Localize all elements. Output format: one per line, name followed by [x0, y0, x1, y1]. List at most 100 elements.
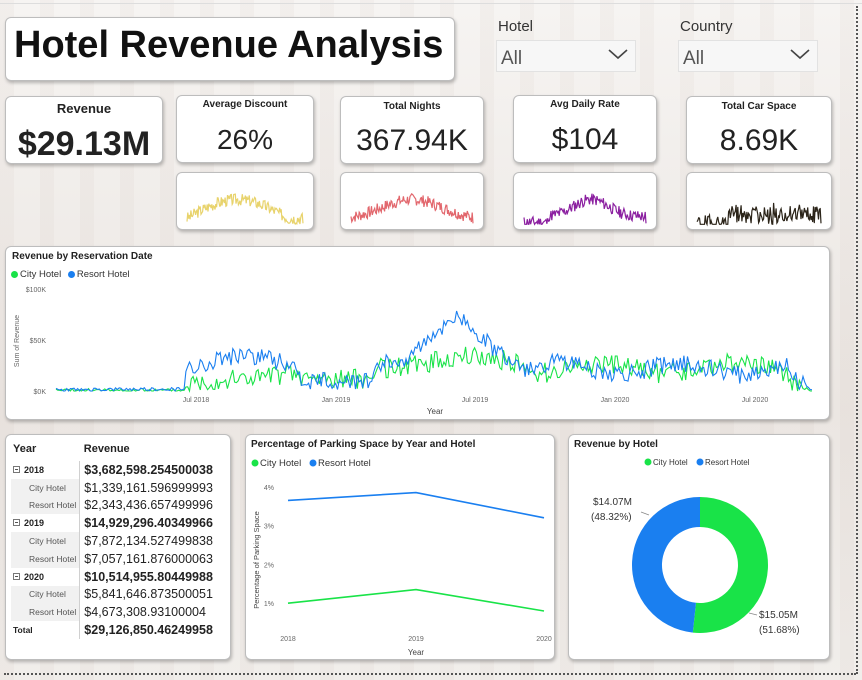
kpi-avg-discount-card[interactable]: Average Discount 26%: [176, 95, 314, 163]
sparkline-total-car-space: [696, 202, 822, 227]
revenue-table[interactable]: Year Revenue 2018 $3,682,598.254500038 Cit…: [5, 434, 231, 660]
table-row: City Hotel $7,872,134.527499838: [11, 532, 217, 550]
row-label: City Hotel: [29, 589, 66, 600]
row-label: 2018: [24, 464, 45, 475]
revenue-matrix: Year Revenue 2018 $3,682,598.254500038 Cit…: [11, 439, 217, 639]
parking-chart-title: Percentage of Parking Space by Year and …: [251, 439, 476, 450]
city-hotel-parking-line: [287, 588, 545, 612]
frame-top-line: [0, 3, 862, 4]
sparkline-avg-discount-card[interactable]: [176, 172, 314, 230]
collapse-icon[interactable]: [13, 519, 20, 527]
y-tick-label: $0K: [34, 389, 47, 396]
hotel-slicer: Hotel All: [488, 14, 646, 78]
legend-series-label[interactable]: Resort Hotel: [318, 458, 371, 469]
legend-category-label[interactable]: City Hotel: [653, 458, 688, 467]
table-row: Resort Hotel $7,057,161.876000063: [11, 549, 217, 568]
resort-hotel-slice[interactable]: [631, 497, 700, 633]
year-group-row[interactable]: 2018 $3,682,598.254500038: [11, 461, 217, 479]
y-tick-label: 3%: [264, 524, 274, 531]
kpi-total-car-space-value: 8.69K: [719, 124, 799, 157]
table-header-revenue[interactable]: Revenue: [83, 443, 130, 455]
sparkline-total-nights: [350, 193, 474, 224]
kpi-revenue-card[interactable]: Revenue $29.13M: [5, 96, 163, 164]
legend-dot-icon: [251, 459, 259, 467]
legend-dot-icon: [67, 270, 75, 278]
kpi-total-nights-card[interactable]: Total Nights 367.94K: [340, 96, 484, 164]
country-slicer-label: Country: [680, 18, 733, 35]
y-tick-label: $50K: [30, 338, 47, 345]
legend-city-hotel-label: City Hotel: [20, 269, 62, 280]
legend-resort-hotel[interactable]: Resort Hotel: [67, 269, 130, 280]
revenue-by-hotel-chart[interactable]: Revenue by Hotel City Hotel Resort Hotel $1…: [568, 434, 830, 660]
row-label: Total: [13, 625, 33, 636]
legend-series-label[interactable]: City Hotel: [260, 458, 301, 469]
y-tick-label: 2%: [264, 562, 274, 569]
row-label-cell[interactable]: 2020: [11, 568, 80, 586]
year-group-row[interactable]: 2019 $14,929,296.40349966: [11, 514, 217, 533]
city-hotel-pct-label: (51.68%): [759, 625, 800, 636]
year-group-row[interactable]: 2020 $10,514,955.80449988: [11, 567, 217, 586]
revenue-value-cell: $1,339,161.596999993: [79, 478, 217, 497]
table-row: Resort Hotel $4,673,308.93100004: [11, 603, 217, 622]
sparkline-total-nights-card[interactable]: [340, 172, 484, 230]
revenue-by-date-chart[interactable]: Revenue by Reservation Date City Hotel R…: [5, 246, 830, 420]
city-hotel-slice[interactable]: [692, 497, 768, 633]
row-label: City Hotel: [29, 536, 66, 547]
x-tick-label: 2019: [408, 636, 424, 643]
kpi-total-car-space-card[interactable]: Total Car Space 8.69K: [686, 96, 832, 164]
x-tick-label: Jan 2019: [322, 397, 351, 404]
total-row: Total $29,126,850.46249958: [11, 621, 217, 639]
row-label-cell: Total: [11, 621, 80, 639]
sparkline-avg-discount: [186, 193, 304, 226]
x-tick-label: Jan 2020: [601, 397, 630, 404]
kpi-avg-daily-rate-card[interactable]: Avg Daily Rate $104: [513, 95, 657, 163]
table-row: City Hotel $5,841,646.873500051: [11, 585, 217, 604]
donut-chart-title: Revenue by Hotel: [574, 439, 658, 450]
sparkline-total-car-space-card[interactable]: [686, 172, 832, 230]
kpi-revenue-value: $29.13M: [17, 125, 151, 163]
y-axis-title: Sum of Revenue: [14, 315, 21, 367]
y-axis-title: Percentage of Parking Space: [252, 511, 261, 609]
row-label-cell[interactable]: 2018: [11, 461, 80, 479]
country-dropdown[interactable]: All: [678, 40, 818, 72]
row-label-cell: Resort Hotel: [11, 603, 80, 622]
hotel-slicer-label: Hotel: [498, 18, 534, 35]
legend-dot-icon: [309, 459, 317, 467]
sparkline-avg-daily-rate-card[interactable]: [513, 172, 657, 230]
leader-line: [748, 612, 758, 616]
collapse-icon[interactable]: [13, 466, 20, 474]
revenue-chart-title: Revenue by Reservation Date: [12, 251, 153, 262]
legend-category-label[interactable]: Resort Hotel: [705, 458, 750, 467]
focus-border-right: [856, 6, 858, 674]
x-tick-label: 2018: [280, 636, 296, 643]
revenue-value-cell: $5,841,646.873500051: [79, 585, 217, 604]
table-header-year[interactable]: Year: [13, 443, 37, 455]
revenue-value-cell: $2,343,436.657499996: [79, 496, 217, 515]
revenue-value-cell: $29,126,850.46249958: [79, 621, 217, 639]
donut-chart-plot: Revenue by Hotel City Hotel Resort Hotel $1…: [574, 439, 800, 636]
sparkline-avg-daily-rate: [523, 193, 647, 226]
row-label-cell: City Hotel: [11, 532, 80, 550]
row-label-cell[interactable]: 2019: [11, 514, 80, 532]
city-hotel-revenue-line: [55, 346, 812, 393]
row-label: City Hotel: [29, 482, 66, 493]
revenue-value-cell: $7,057,161.876000063: [79, 549, 217, 568]
collapse-icon[interactable]: [13, 572, 20, 580]
x-axis-title: Year: [427, 407, 444, 416]
resort-hotel-pct-label: (48.32%): [591, 512, 632, 523]
y-tick-label: 1%: [264, 601, 274, 608]
legend-city-hotel[interactable]: City Hotel: [11, 269, 61, 280]
hotel-dropdown[interactable]: All: [496, 40, 636, 72]
hotel-dropdown-value: All: [501, 48, 523, 69]
kpi-avg-discount-label: Average Discount: [202, 99, 288, 110]
dashboard-title: Hotel Revenue Analysis: [14, 24, 444, 66]
country-dropdown-value: All: [683, 48, 705, 69]
country-slicer: Country All: [670, 14, 828, 78]
resort-hotel-parking-line: [287, 491, 545, 519]
revenue-value-cell: $7,872,134.527499838: [79, 532, 217, 550]
city-hotel-value-label: $15.05M: [759, 610, 798, 621]
x-tick-label: Jul 2018: [183, 397, 210, 404]
x-tick-label: Jul 2020: [742, 397, 769, 404]
parking-percentage-chart[interactable]: Percentage of Parking Space by Year and …: [245, 434, 555, 660]
resort-hotel-revenue-line: [55, 310, 813, 392]
